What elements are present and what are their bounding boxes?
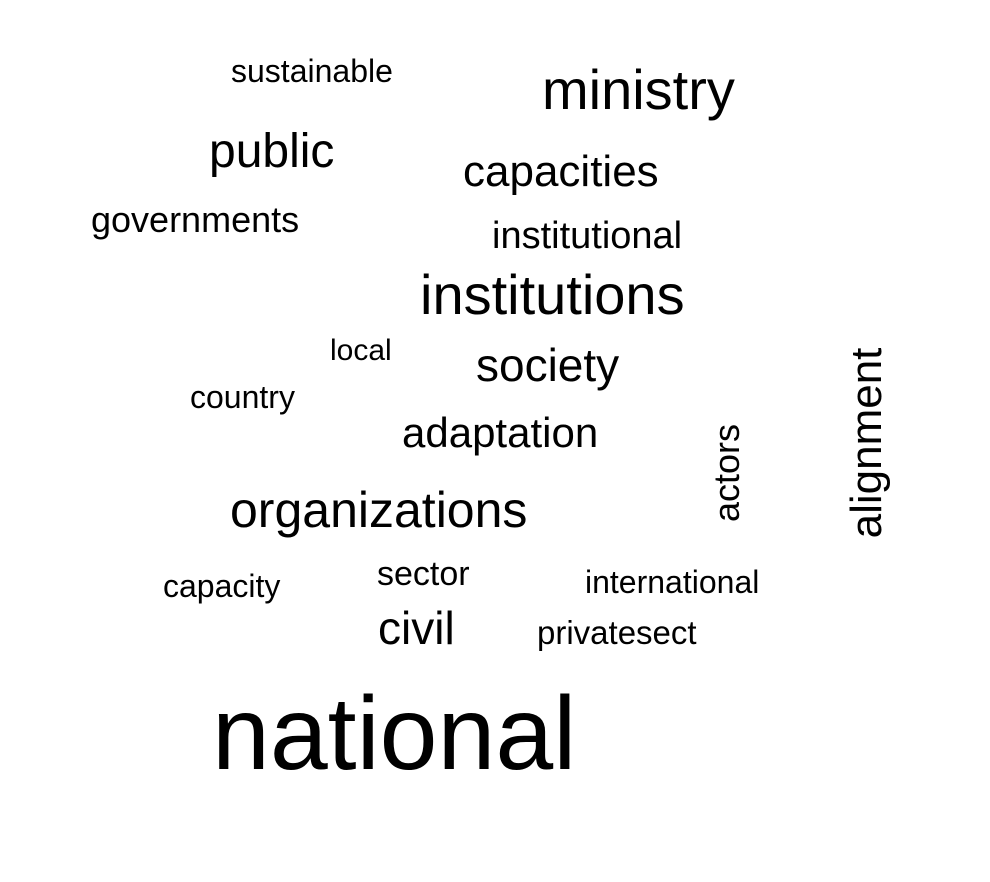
word-privatesect: privatesect (537, 614, 697, 651)
word-capacities: capacities (463, 147, 659, 196)
word-capacity: capacity (163, 568, 281, 604)
word-international: international (585, 564, 760, 600)
word-institutions: institutions (420, 263, 685, 326)
word-sector: sector (377, 555, 470, 593)
word-public: public (209, 125, 335, 178)
word-organizations: organizations (230, 482, 528, 538)
word-governments: governments (91, 199, 300, 240)
word-ministry: ministry (542, 58, 735, 121)
word-actors: actors (706, 423, 747, 523)
word-adaptation: adaptation (402, 409, 599, 456)
word-society: society (476, 339, 620, 391)
word-civil: civil (378, 602, 455, 654)
word-local: local (330, 334, 392, 367)
word-national: national (212, 676, 577, 792)
word-sustainable: sustainable (231, 53, 393, 89)
word-institutional: institutional (492, 215, 683, 257)
word-alignment: alignment (842, 347, 891, 539)
word-country: country (190, 379, 295, 415)
